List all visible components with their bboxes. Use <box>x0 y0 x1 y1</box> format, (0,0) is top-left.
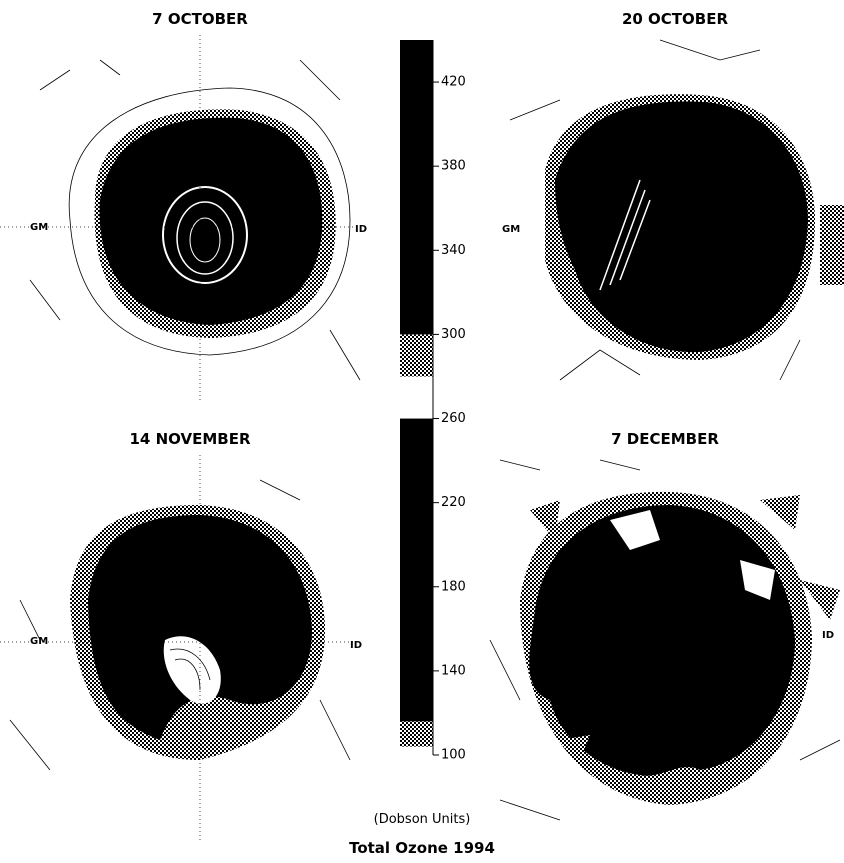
tick-label: 260 <box>441 411 466 426</box>
tick-label: 340 <box>441 243 466 258</box>
colorbar-band <box>400 419 433 722</box>
map-panel: 7 OCTOBER GM ID <box>0 10 367 400</box>
meridian-label: ID <box>350 640 362 651</box>
tick-label: 100 <box>441 748 466 763</box>
figure: 7 OCTOBER GM ID 20 OCTOBER GM 14 NOVEMBE… <box>0 0 844 863</box>
panel-title: 7 OCTOBER <box>152 10 248 28</box>
colorbar-unit: (Dobson Units) <box>374 812 471 827</box>
meridian-label: GM <box>502 224 520 235</box>
colorbar-band <box>400 376 433 418</box>
colorbar: 100 140 180 220 260 300 340 380 420 <box>400 40 466 763</box>
colorbar-band <box>400 747 433 755</box>
colorbar-band <box>400 721 433 746</box>
panel-title: 7 DECEMBER <box>611 430 719 448</box>
figure-title: Total Ozone 1994 <box>349 839 495 857</box>
map-panel: 14 NOVEMBER GM ID <box>0 430 362 840</box>
map-panel: 20 OCTOBER GM <box>502 10 844 380</box>
tick-label: 180 <box>441 579 466 594</box>
panel-title: 14 NOVEMBER <box>129 430 250 448</box>
tick-label: 380 <box>441 159 466 174</box>
colorbar-band <box>400 334 433 376</box>
map-panel: 7 DECEMBER ID <box>490 430 840 820</box>
tick-label: 300 <box>441 327 466 342</box>
meridian-label: GM <box>30 636 48 647</box>
tick-label: 420 <box>441 75 466 90</box>
panel-title: 20 OCTOBER <box>622 10 729 28</box>
tick-label: 220 <box>441 495 466 510</box>
meridian-label: ID <box>355 224 367 235</box>
meridian-label: GM <box>30 222 48 233</box>
meridian-label: ID <box>822 630 834 641</box>
colorbar-band <box>400 40 433 334</box>
tick-label: 140 <box>441 663 466 678</box>
